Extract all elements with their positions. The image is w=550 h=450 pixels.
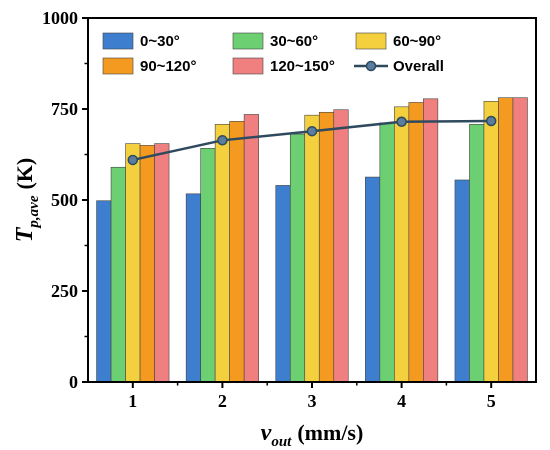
- legend-item-0~30°: 0~30°: [102, 32, 180, 50]
- bar-90~120°-3: [318, 111, 335, 383]
- overall-point-2: [217, 135, 228, 146]
- bar-120~150°-3: [333, 109, 349, 383]
- legend-swatch: [102, 32, 134, 50]
- y-tick-label-500: 500: [51, 190, 78, 210]
- bar-0~30°-3: [275, 185, 291, 383]
- bar-60~90°-3: [304, 114, 320, 383]
- legend-item-Overall: Overall: [354, 58, 444, 75]
- bar-120~150°-2: [243, 114, 259, 383]
- legend-swatch: [102, 57, 134, 75]
- y-axis-title: Tp,ave (K): [12, 158, 42, 243]
- bar-0~30°-2: [185, 193, 201, 383]
- legend-item-60~90°: 60~90°: [355, 32, 441, 50]
- legend-swatch: [355, 32, 387, 50]
- legend-item-30~60°: 30~60°: [232, 32, 318, 50]
- legend-label: 60~90°: [393, 33, 441, 50]
- x-tick-label-5: 5: [487, 391, 496, 411]
- legend-label: 0~30°: [140, 33, 180, 50]
- bar-30~60°-4: [379, 122, 395, 383]
- x-axis-title-unit: (mm/s): [297, 420, 363, 445]
- bar-60~90°-4: [394, 106, 410, 383]
- y-axis-title-main: T: [12, 226, 38, 242]
- bar-30~60°-3: [289, 133, 306, 383]
- legend-item-120~150°: 120~150°: [232, 57, 335, 75]
- y-axis-title-sub: p,ave: [26, 195, 42, 229]
- x-tick-label-2: 2: [218, 391, 227, 411]
- x-tick-label-4: 4: [397, 391, 406, 411]
- x-axis-title-main: v: [261, 420, 272, 446]
- y-tick-label-250: 250: [51, 281, 78, 301]
- bar-90~120°-2: [229, 121, 245, 383]
- bar-60~90°-1: [125, 143, 141, 383]
- bar-30~60°-1: [110, 166, 126, 383]
- y-tick-label-0: 0: [69, 372, 78, 392]
- bar-30~60°-2: [200, 148, 216, 383]
- legend-marker: [365, 60, 377, 72]
- bar-120~150°-4: [423, 98, 439, 383]
- legend-item-90~120°: 90~120°: [102, 57, 196, 75]
- bar-0~30°-5: [454, 179, 470, 383]
- bar-90~120°-5: [498, 97, 514, 383]
- y-tick-label-1000: 1000: [42, 8, 78, 28]
- legend-label: 30~60°: [270, 33, 318, 50]
- bar-120~150°-5: [512, 97, 528, 383]
- y-tick-label-750: 750: [51, 99, 78, 119]
- x-axis-title-sub: out: [271, 434, 292, 450]
- bar-90~120°-4: [408, 102, 424, 383]
- overall-point-1: [127, 154, 139, 166]
- overall-point-3: [306, 125, 318, 137]
- bar-60~90°-5: [483, 101, 499, 383]
- overall-point-4: [396, 116, 407, 127]
- legend-label: 120~150°: [270, 58, 335, 75]
- legend: 0~30° 30~60° 60~90° 90~120° 120~150° Overall: [102, 32, 444, 75]
- bar-120~150°-1: [154, 143, 170, 383]
- legend-label: Overall: [393, 58, 444, 75]
- legend-label: 90~120°: [140, 58, 196, 75]
- y-axis-title-unit: (K): [12, 158, 37, 190]
- bar-30~60°-5: [469, 123, 485, 383]
- bar-0~30°-1: [96, 200, 112, 383]
- ticks-layer: 0 250 500 750 1000 1 2 3 4 5: [42, 8, 496, 411]
- bars-layer: [96, 97, 528, 383]
- overall-layer: [127, 115, 497, 166]
- bar-90~120°-1: [139, 145, 155, 383]
- legend-swatch: [232, 32, 264, 50]
- bar-60~90°-2: [214, 123, 230, 383]
- x-tick-label-1: 1: [128, 391, 137, 411]
- x-axis-title: vout (mm/s): [261, 420, 364, 450]
- legend-swatch: [232, 57, 264, 75]
- x-tick-label-3: 3: [308, 391, 317, 411]
- overall-point-5: [485, 115, 497, 127]
- bar-0~30°-4: [365, 176, 381, 383]
